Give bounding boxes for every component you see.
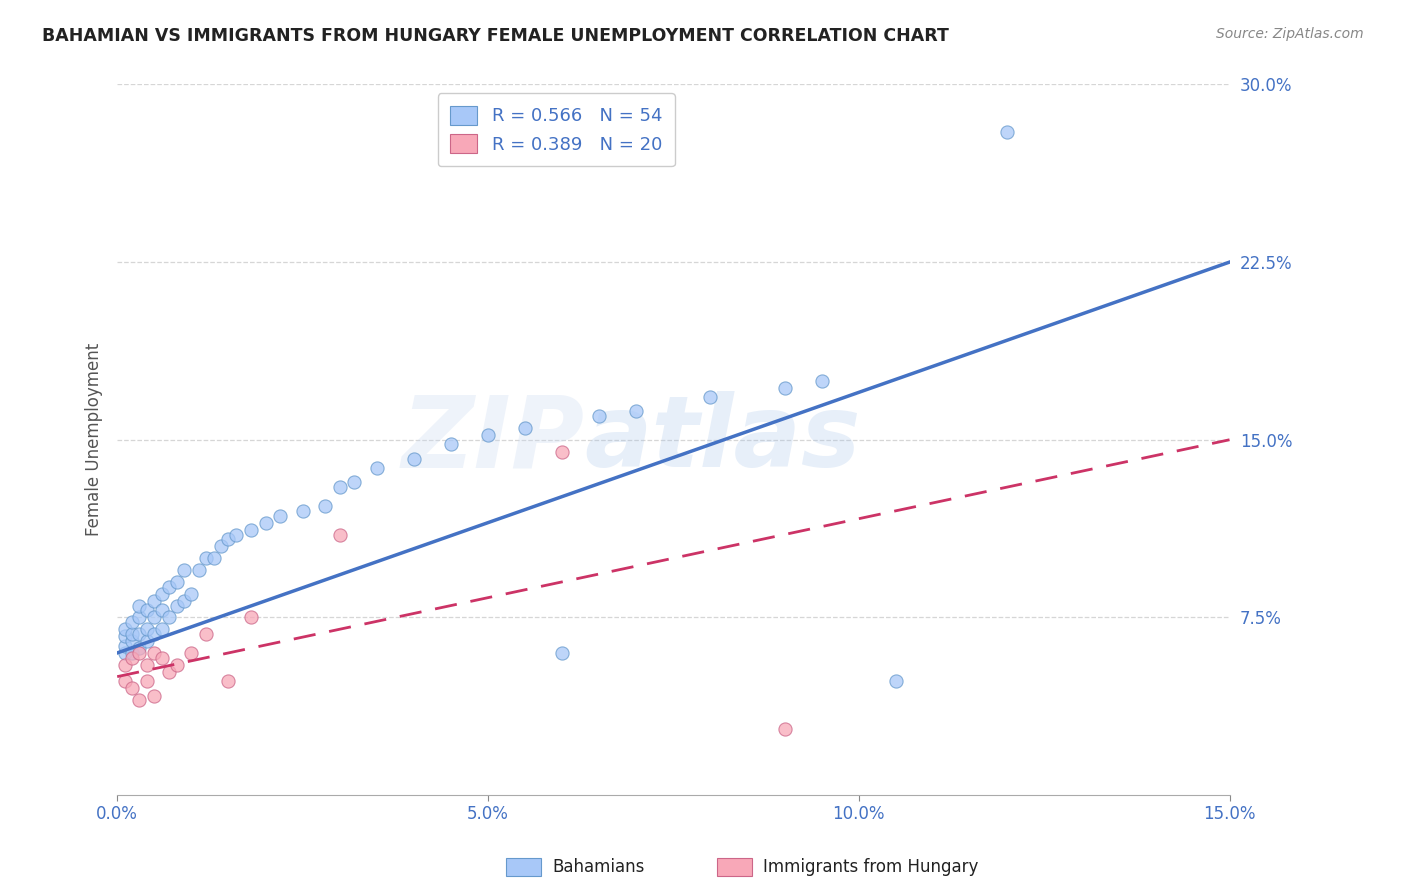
Point [121, 646, 143, 660]
Legend: R = 0.566   N = 54, R = 0.389   N = 20: R = 0.566 N = 54, R = 0.389 N = 20 [437, 94, 675, 167]
Point [114, 622, 136, 636]
Point [173, 563, 195, 577]
Text: BAHAMIAN VS IMMIGRANTS FROM HUNGARY FEMALE UNEMPLOYMENT CORRELATION CHART: BAHAMIAN VS IMMIGRANTS FROM HUNGARY FEMA… [42, 27, 949, 45]
Text: Immigrants from Hungary: Immigrants from Hungary [763, 858, 979, 876]
Point [551, 646, 574, 660]
Point [773, 722, 796, 736]
Point [121, 627, 143, 641]
Point [995, 125, 1018, 139]
Point [513, 421, 536, 435]
Point [217, 533, 239, 547]
Y-axis label: Female Unemployment: Female Unemployment [86, 343, 103, 536]
Point [128, 693, 150, 707]
Text: Source: ZipAtlas.com: Source: ZipAtlas.com [1216, 27, 1364, 41]
Point [150, 622, 173, 636]
Point [128, 646, 150, 660]
Point [314, 499, 336, 513]
Point [128, 641, 150, 656]
Point [114, 646, 136, 660]
Point [143, 646, 166, 660]
Point [180, 646, 202, 660]
Point [329, 480, 352, 494]
Point [225, 527, 247, 541]
Point [773, 381, 796, 395]
Point [884, 674, 907, 689]
Point [135, 603, 157, 617]
Point [477, 428, 499, 442]
Point [810, 374, 832, 388]
Point [121, 634, 143, 648]
Point [121, 650, 143, 665]
Point [128, 599, 150, 613]
Point [150, 650, 173, 665]
Point [166, 599, 188, 613]
Point [626, 404, 648, 418]
Point [114, 674, 136, 689]
Point [135, 634, 157, 648]
Point [143, 689, 166, 703]
Point [135, 657, 157, 672]
Point [239, 610, 262, 624]
Point [254, 516, 277, 530]
Point [402, 451, 425, 466]
Point [143, 594, 166, 608]
Point [202, 551, 225, 566]
Point [143, 610, 166, 624]
Point [343, 475, 366, 490]
Point [121, 681, 143, 696]
Point [195, 627, 218, 641]
Point [157, 665, 180, 679]
Point [440, 437, 463, 451]
Point [157, 610, 180, 624]
Text: Bahamians: Bahamians [553, 858, 645, 876]
Point [291, 504, 314, 518]
Point [143, 627, 166, 641]
Point [150, 603, 173, 617]
Point [114, 639, 136, 653]
Point [166, 574, 188, 589]
Point [180, 587, 202, 601]
Point [195, 551, 218, 566]
Point [135, 622, 157, 636]
Point [366, 461, 388, 475]
Point [699, 390, 721, 404]
Point [217, 674, 239, 689]
Point [209, 539, 232, 553]
Point [166, 657, 188, 672]
Point [128, 627, 150, 641]
Point [150, 587, 173, 601]
Point [329, 527, 352, 541]
Point [135, 674, 157, 689]
Point [269, 508, 291, 523]
Point [239, 523, 262, 537]
Point [128, 610, 150, 624]
Text: atlas: atlas [585, 392, 860, 488]
Point [157, 580, 180, 594]
Point [173, 594, 195, 608]
Point [121, 615, 143, 629]
Point [187, 563, 209, 577]
Point [588, 409, 610, 423]
Point [551, 444, 574, 458]
Text: ZIP: ZIP [401, 392, 585, 488]
Point [114, 629, 136, 643]
Point [114, 657, 136, 672]
